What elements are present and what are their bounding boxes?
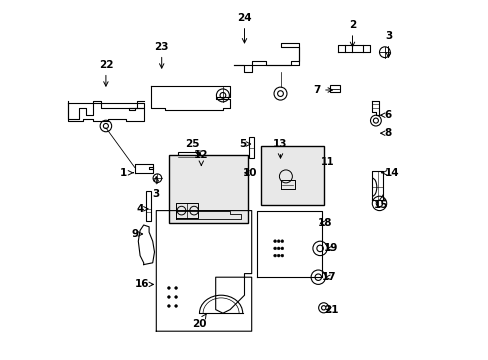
Text: 24: 24 xyxy=(237,13,251,43)
Text: 6: 6 xyxy=(380,110,391,120)
Circle shape xyxy=(277,240,280,243)
Circle shape xyxy=(167,305,170,307)
Text: 19: 19 xyxy=(323,243,337,253)
Text: 8: 8 xyxy=(380,128,391,138)
Circle shape xyxy=(277,254,280,257)
Circle shape xyxy=(273,240,276,243)
Circle shape xyxy=(280,240,283,243)
Text: 2: 2 xyxy=(348,20,355,46)
Text: 15: 15 xyxy=(373,195,388,210)
Circle shape xyxy=(174,305,177,307)
Circle shape xyxy=(280,247,283,250)
Text: 20: 20 xyxy=(192,314,206,329)
Circle shape xyxy=(167,296,170,298)
Text: 3: 3 xyxy=(384,31,391,57)
Circle shape xyxy=(280,254,283,257)
Text: 5: 5 xyxy=(239,139,250,149)
Bar xyxy=(260,146,323,205)
Bar xyxy=(145,191,151,221)
Text: 17: 17 xyxy=(321,272,336,282)
Circle shape xyxy=(273,254,276,257)
Bar xyxy=(168,155,247,223)
Text: 12: 12 xyxy=(194,150,208,166)
Circle shape xyxy=(174,287,177,289)
Text: 1: 1 xyxy=(120,168,133,178)
Circle shape xyxy=(174,296,177,298)
Circle shape xyxy=(273,247,276,250)
Text: 25: 25 xyxy=(184,139,201,155)
Text: 7: 7 xyxy=(312,85,332,95)
Text: 21: 21 xyxy=(323,305,338,315)
Text: 23: 23 xyxy=(154,42,169,68)
Text: 14: 14 xyxy=(381,168,399,178)
Text: 18: 18 xyxy=(318,218,332,228)
Text: 9: 9 xyxy=(131,229,142,239)
Text: 10: 10 xyxy=(242,168,257,178)
Circle shape xyxy=(277,247,280,250)
Text: 3: 3 xyxy=(152,177,160,199)
Circle shape xyxy=(167,287,170,289)
Text: 22: 22 xyxy=(99,60,113,86)
Text: 11: 11 xyxy=(320,157,333,167)
Text: 16: 16 xyxy=(134,279,153,289)
Text: 4: 4 xyxy=(136,204,148,214)
Bar xyxy=(249,137,254,158)
Bar xyxy=(329,85,340,92)
Text: 13: 13 xyxy=(273,139,287,158)
Bar xyxy=(178,152,199,160)
